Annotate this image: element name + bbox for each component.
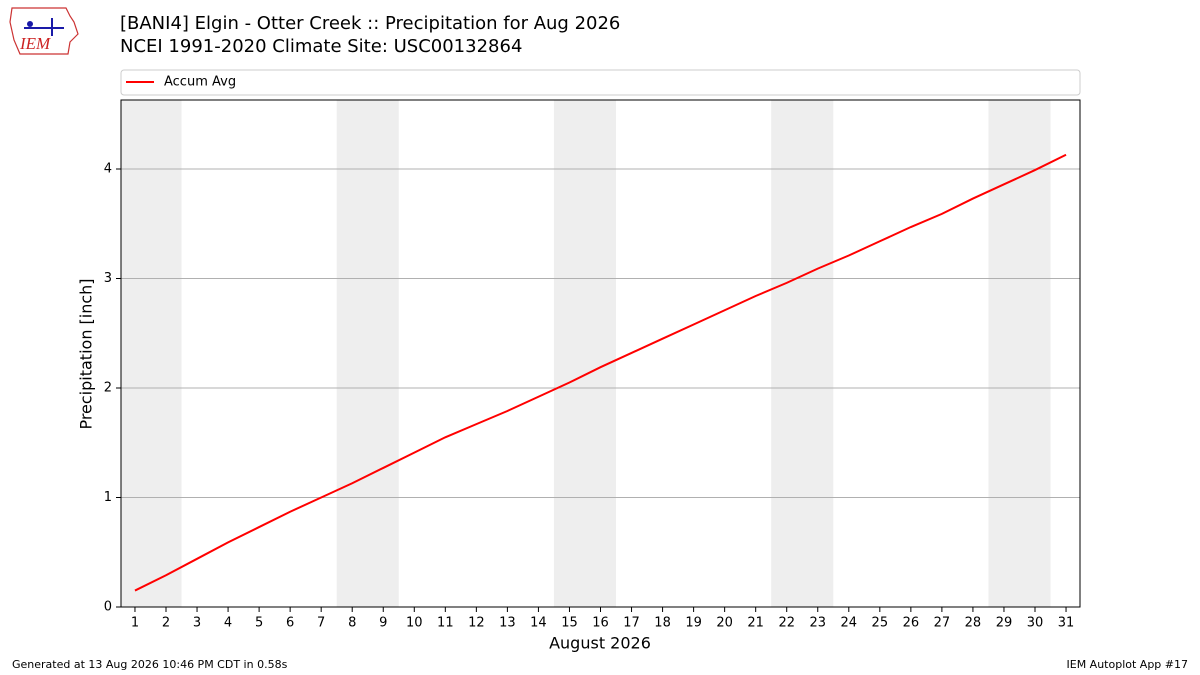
x-tick-label: 15 <box>561 616 578 631</box>
legend-label: Accum Avg <box>164 75 236 90</box>
x-tick-label: 22 <box>778 616 795 631</box>
x-tick-label: 5 <box>255 616 263 631</box>
y-tick-label: 3 <box>104 271 112 286</box>
x-tick-label: 6 <box>286 616 294 631</box>
legend-box <box>120 69 1081 96</box>
weekend-band <box>553 100 617 607</box>
plot-area <box>121 100 1080 608</box>
x-tick-label: 9 <box>379 616 387 631</box>
data-line <box>134 153 1067 592</box>
footer-right: IEM Autoplot App #17 <box>1067 658 1189 671</box>
x-tick-label: 12 <box>468 616 485 631</box>
x-tick-label: 31 <box>1058 616 1075 631</box>
x-tick-label: 19 <box>685 616 702 631</box>
x-tick-label: 1 <box>131 616 139 631</box>
x-tick-label: 16 <box>592 616 609 631</box>
weekend-band <box>988 100 1051 607</box>
x-tick-label: 24 <box>841 616 858 631</box>
x-tick-label: 28 <box>965 616 982 631</box>
x-tick-label: 10 <box>406 616 423 631</box>
y-tick-label: 0 <box>104 600 112 615</box>
x-tick-label: 18 <box>654 616 671 631</box>
x-tick-label: 8 <box>348 616 356 631</box>
y-tick-label: 1 <box>104 490 112 505</box>
y-axis-label: Precipitation [inch] <box>77 278 96 429</box>
x-tick-label: 13 <box>499 616 516 631</box>
plot-frame <box>120 99 1081 608</box>
logo: IEM <box>9 7 79 55</box>
x-tick-label: 7 <box>317 616 325 631</box>
x-tick-label: 3 <box>193 616 201 631</box>
y-tick-label: 4 <box>104 161 112 176</box>
x-tick-label: 30 <box>1027 616 1044 631</box>
x-tick-label: 14 <box>530 616 547 631</box>
chart-subtitle: NCEI 1991-2020 Climate Site: USC00132864 <box>120 36 522 57</box>
weekend-band <box>336 100 399 607</box>
x-tick-label: 25 <box>872 616 889 631</box>
x-tick-label: 29 <box>996 616 1013 631</box>
footer-left: Generated at 13 Aug 2026 10:46 PM CDT in… <box>12 658 288 671</box>
x-tick-label: 17 <box>623 616 640 631</box>
x-tick-label: 23 <box>809 616 826 631</box>
x-tick-label: 2 <box>162 616 170 631</box>
y-tick-label: 2 <box>104 380 112 395</box>
x-tick-label: 11 <box>437 616 454 631</box>
weekend-band <box>771 100 834 607</box>
weekend-band <box>121 100 182 607</box>
x-axis-label: August 2026 <box>549 634 651 653</box>
x-tick-label: 21 <box>747 616 764 631</box>
x-tick-label: 20 <box>716 616 733 631</box>
chart-title: [BANI4] Elgin - Otter Creek :: Precipita… <box>120 13 620 34</box>
logo-text: IEM <box>19 34 51 53</box>
x-tick-label: 4 <box>224 616 232 631</box>
x-tick-label: 26 <box>903 616 920 631</box>
x-tick-label: 27 <box>934 616 951 631</box>
